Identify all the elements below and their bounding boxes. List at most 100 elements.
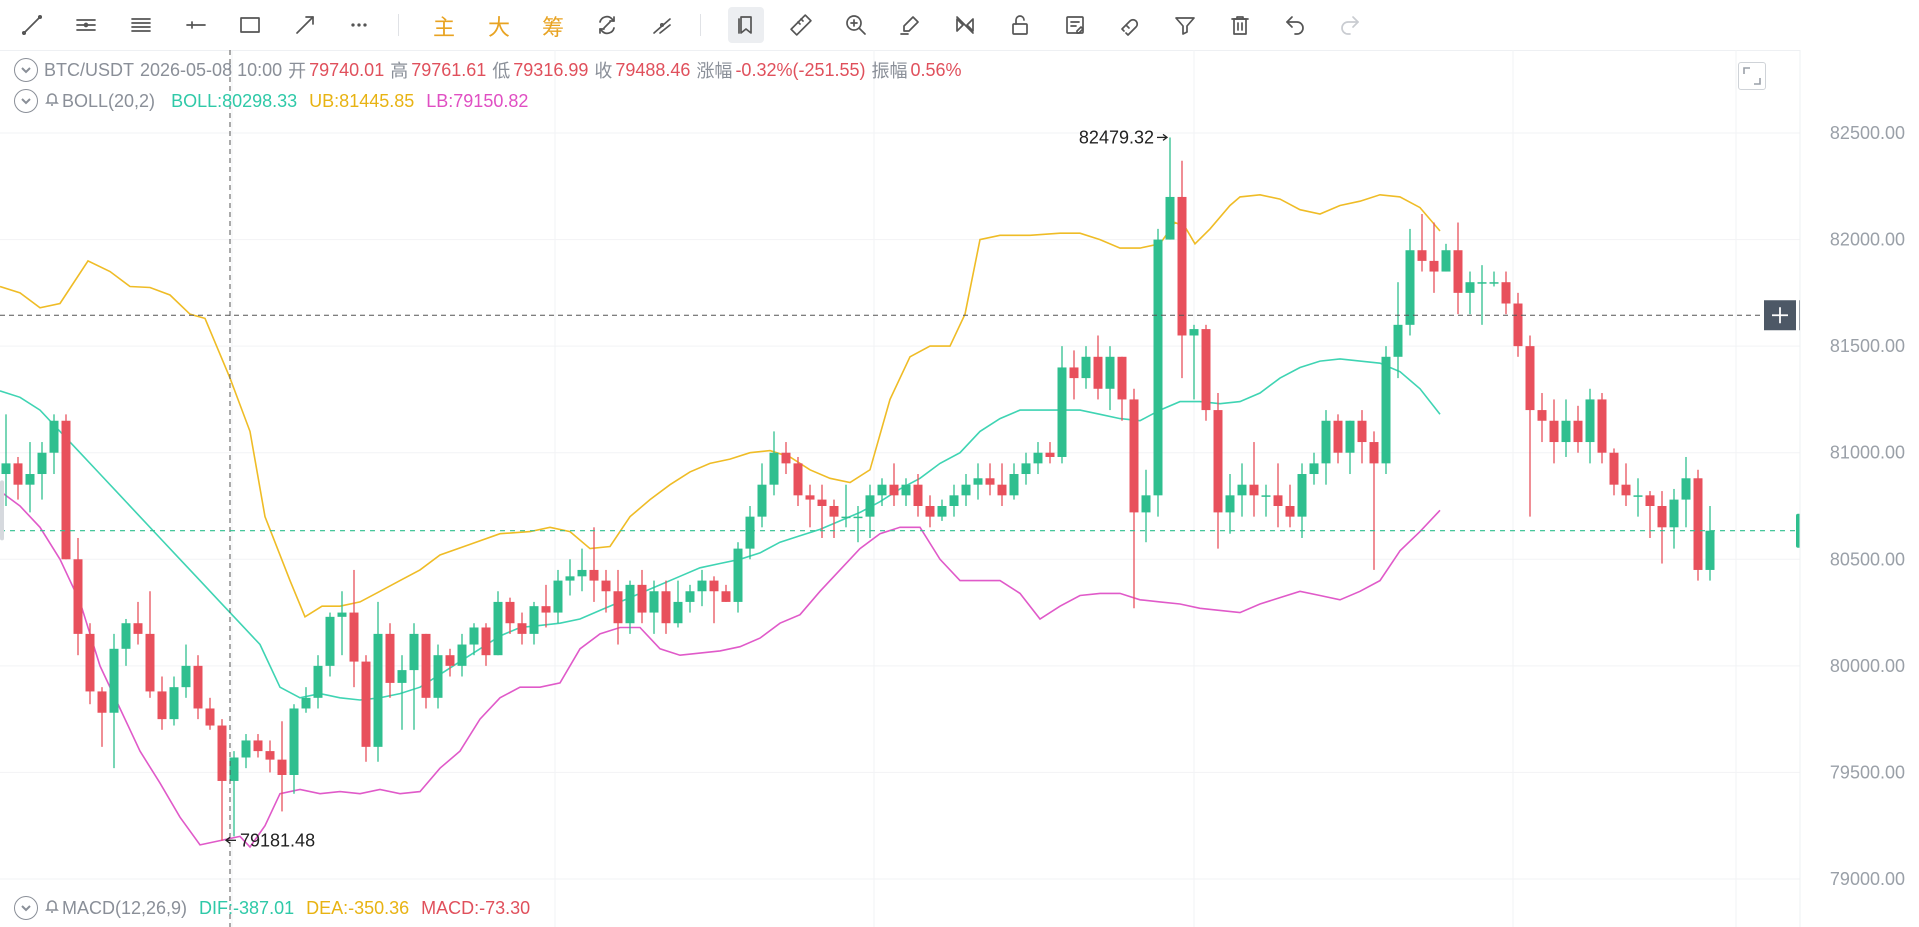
chart-grid — [0, 50, 1800, 927]
boll-upper-value: UB:81445.85 — [309, 90, 415, 111]
close-value: 79488.46 — [615, 59, 691, 80]
candle-body — [25, 474, 35, 485]
candle-body — [721, 591, 731, 602]
close-label: 收 — [594, 61, 613, 81]
mid-band-line — [0, 358, 1441, 701]
candle-body — [13, 463, 23, 485]
candle-body — [997, 484, 1007, 496]
candle-body — [217, 725, 227, 781]
candle-body — [313, 665, 323, 698]
chevron-down-icon[interactable] — [14, 89, 38, 113]
trend-line-icon[interactable] — [14, 7, 50, 43]
horizontal-ray-icon[interactable] — [178, 7, 214, 43]
zoom-in-icon[interactable] — [838, 7, 874, 43]
candle-body — [1, 463, 11, 475]
fullscreen-button[interactable] — [1738, 62, 1766, 90]
candle-body — [1537, 410, 1547, 421]
candle-body — [1261, 495, 1271, 497]
candle-body — [85, 633, 95, 692]
candle-body — [1009, 474, 1019, 496]
bell-icon[interactable] — [44, 898, 60, 919]
ruler-icon[interactable] — [783, 7, 819, 43]
candle-body — [1273, 495, 1283, 506]
candle-body — [841, 516, 851, 519]
ray-icon[interactable] — [287, 7, 323, 43]
candle-body — [493, 601, 503, 656]
horizontal-lines-icon[interactable] — [123, 7, 159, 43]
price-tick-label: 81000.00 — [1830, 443, 1905, 463]
pen-icon[interactable] — [892, 7, 928, 43]
trash-icon[interactable] — [1222, 7, 1258, 43]
price-tick-label: 82500.00 — [1830, 123, 1905, 143]
more-icon[interactable] — [341, 7, 377, 43]
candle-body — [397, 670, 407, 683]
high-value: 79761.61 — [411, 59, 487, 80]
candle-body — [457, 644, 467, 666]
candle-body — [949, 495, 959, 506]
candle-body — [421, 633, 431, 698]
candle-body — [229, 757, 239, 781]
notes-icon[interactable] — [1057, 7, 1093, 43]
candle-body — [1381, 356, 1391, 464]
redo-icon[interactable] — [1332, 7, 1368, 43]
measure-lines-icon[interactable] — [644, 7, 680, 43]
candle-body — [49, 420, 59, 453]
candle-body — [481, 627, 491, 656]
amplitude-value: 0.56% — [910, 59, 962, 80]
candle-body — [1213, 410, 1223, 513]
candle-body — [973, 478, 983, 485]
parallel-channel-icon[interactable] — [68, 7, 104, 43]
candle-body — [1669, 499, 1679, 528]
boll-mid-value: BOLL:80298.33 — [171, 90, 298, 111]
candle-body — [1657, 505, 1667, 528]
candle-body — [793, 463, 803, 496]
filter-icon[interactable] — [1167, 7, 1203, 43]
amplitude-label: 振幅 — [871, 61, 908, 81]
candle-body — [1285, 505, 1295, 517]
scrollbar-handle[interactable] — [0, 480, 4, 541]
change-label: 涨幅 — [696, 61, 733, 81]
candle-body — [1645, 495, 1655, 506]
bookmark-icon[interactable] — [728, 7, 764, 43]
candle-body — [889, 484, 899, 496]
magnet-icon[interactable] — [1112, 7, 1148, 43]
rectangle-icon[interactable] — [232, 7, 268, 43]
change-value: -0.32%(-251.55) — [735, 59, 866, 80]
candle-body — [1141, 495, 1151, 513]
cycle-icon[interactable] — [589, 7, 625, 43]
candle-body — [1429, 260, 1439, 272]
undo-icon[interactable] — [1277, 7, 1313, 43]
candle-body — [553, 580, 563, 613]
candle-body — [1549, 420, 1559, 443]
boll-indicator-name: BOLL(20,2) — [62, 90, 156, 111]
candle-body — [1585, 399, 1595, 443]
candle-body — [961, 484, 971, 496]
large-order-button[interactable]: 大 — [487, 16, 510, 41]
candle-body — [181, 665, 191, 688]
candle-body — [241, 740, 251, 758]
price-tick-label: 80500.00 — [1830, 549, 1905, 569]
candle-body — [289, 708, 299, 775]
candle-body — [1693, 478, 1703, 570]
candle-body — [73, 559, 83, 634]
candle-body — [1117, 356, 1127, 400]
low-price-marker: 79181.48 — [240, 830, 315, 850]
candle-body — [673, 601, 683, 624]
candle-body — [529, 606, 539, 634]
chevron-down-icon[interactable] — [14, 896, 38, 920]
candle-body — [1621, 484, 1631, 496]
chip-distribution-button[interactable]: 筹 — [541, 16, 564, 41]
candle-body — [1093, 356, 1103, 389]
unlock-icon[interactable] — [1002, 7, 1038, 43]
candle-body — [1501, 282, 1511, 304]
candle-body — [265, 751, 275, 760]
chevron-down-icon[interactable] — [14, 58, 38, 82]
macd-value: MACD:-73.30 — [421, 897, 531, 918]
hide-icon[interactable] — [947, 7, 983, 43]
candle-body — [409, 633, 419, 671]
macd-dea-value: DEA:-350.36 — [306, 897, 410, 918]
bell-icon[interactable] — [44, 91, 60, 112]
main-indicator-button[interactable]: 主 — [432, 16, 455, 41]
candle-body — [1417, 250, 1427, 261]
